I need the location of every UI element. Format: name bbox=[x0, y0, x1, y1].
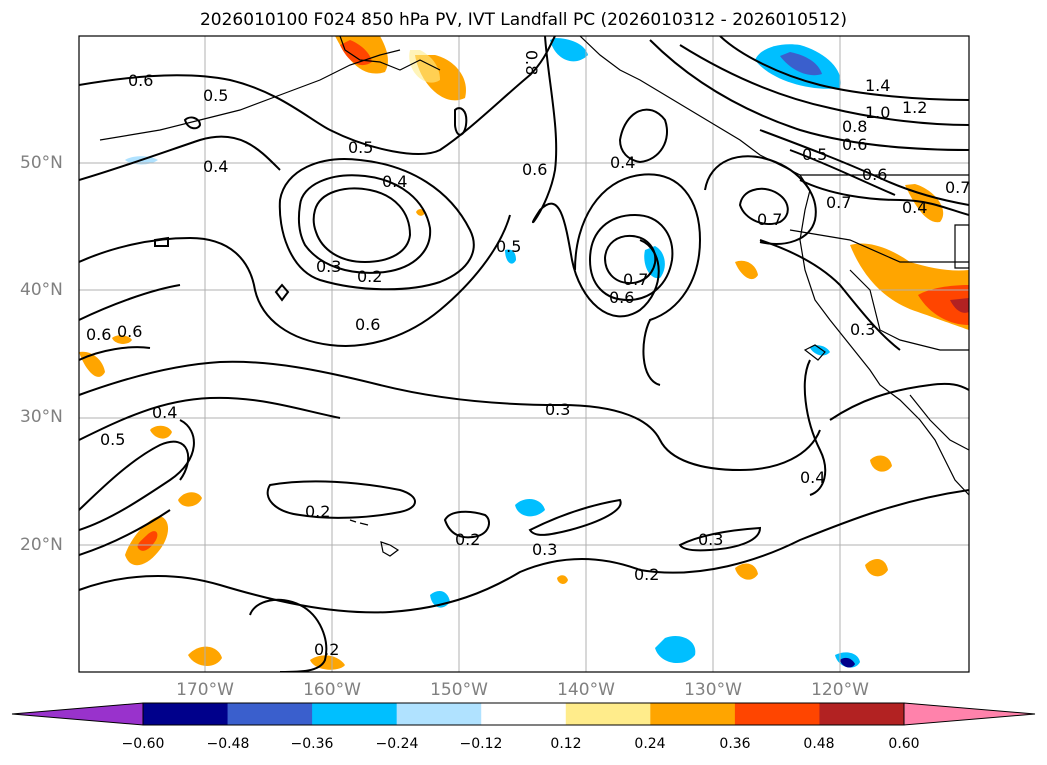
contour-label: 0.3 bbox=[698, 530, 723, 549]
colorbar-segment bbox=[143, 703, 229, 725]
colorbar-segments bbox=[12, 703, 1035, 725]
contour-label: 0.4 bbox=[152, 403, 177, 422]
contour-label: 0.5 bbox=[203, 86, 228, 105]
contour-label: 1.4 bbox=[865, 76, 890, 95]
colorbar-extend-low bbox=[12, 703, 143, 725]
contour-label: 0.5 bbox=[100, 430, 125, 449]
contour-label: 0.7 bbox=[623, 270, 648, 289]
contour-label: 0.6 bbox=[522, 160, 547, 179]
colorbar-tick: −0.24 bbox=[375, 736, 419, 752]
lon-label-170w: 170°W bbox=[176, 680, 234, 700]
contour-label: 0.6 bbox=[355, 315, 380, 334]
pv-contours bbox=[79, 36, 969, 672]
colorbar-segment bbox=[650, 703, 736, 725]
lat-label-50n: 50°N bbox=[20, 153, 63, 173]
contour-label: 0.6 bbox=[128, 71, 153, 90]
colorbar-segment bbox=[734, 703, 820, 725]
contour-labels: 0.6 0.5 0.4 0.8 0.5 0.4 0.6 0.4 1.4 1.2 … bbox=[86, 50, 970, 659]
lon-label-120w: 120°W bbox=[811, 680, 869, 700]
lon-label-150w: 150°W bbox=[430, 680, 488, 700]
colorbar-tick: −0.48 bbox=[206, 736, 250, 752]
coastlines bbox=[99, 36, 969, 557]
lon-label-130w: 130°W bbox=[684, 680, 742, 700]
contour-label: 0.3 bbox=[545, 400, 570, 419]
contour-label: 0.7 bbox=[945, 178, 970, 197]
colorbar-tick: 0.36 bbox=[719, 736, 751, 752]
contour-label: 0.2 bbox=[357, 267, 382, 286]
contour-label: 0.3 bbox=[850, 320, 875, 339]
lat-label-20n: 20°N bbox=[20, 535, 63, 555]
contour-label: 0.2 bbox=[314, 640, 339, 659]
contour-label: 0.2 bbox=[634, 565, 659, 584]
lon-label-160w: 160°W bbox=[303, 680, 361, 700]
contour-label: 0.6 bbox=[842, 135, 867, 154]
colorbar-segment bbox=[227, 703, 313, 725]
colorbar-tick: 0.60 bbox=[888, 736, 920, 752]
colorbar-segment bbox=[481, 703, 567, 725]
lon-label-140w: 140°W bbox=[557, 680, 615, 700]
contour-label: 0.5 bbox=[496, 237, 521, 256]
contour-label: 0.4 bbox=[902, 198, 927, 217]
colorbar-tick: 0.24 bbox=[634, 736, 666, 752]
lat-label-40n: 40°N bbox=[20, 280, 63, 300]
contour-label: 0.8 bbox=[522, 50, 541, 75]
contour-label: 0.2 bbox=[455, 530, 480, 549]
contour-label: 0.4 bbox=[610, 153, 635, 172]
map-title: 2026010100 F024 850 hPa PV, IVT Landfall… bbox=[199, 10, 847, 30]
contour-label: 1.0 bbox=[865, 103, 890, 122]
colorbar-segment bbox=[819, 703, 905, 725]
contour-label: 1.2 bbox=[902, 98, 927, 117]
map-frame bbox=[78, 35, 970, 673]
map-panel: 0.6 0.5 0.4 0.8 0.5 0.4 0.6 0.4 1.4 1.2 … bbox=[78, 35, 970, 673]
colorbar-segment bbox=[396, 703, 482, 725]
contour-label: 0.6 bbox=[86, 325, 111, 344]
contour-label: 0.5 bbox=[802, 145, 827, 164]
colorbar-tick: 0.48 bbox=[803, 736, 835, 752]
contour-label: 0.7 bbox=[826, 193, 851, 212]
colorbar-tick: −0.12 bbox=[459, 736, 503, 752]
contour-label: 0.8 bbox=[842, 117, 867, 136]
contour-label: 0.6 bbox=[609, 288, 634, 307]
contour-label: 0.4 bbox=[203, 157, 228, 176]
colorbar-segment bbox=[565, 703, 651, 725]
contour-label: 0.4 bbox=[382, 172, 407, 191]
contour-label: 0.4 bbox=[800, 468, 825, 487]
contour-label: 0.6 bbox=[117, 322, 142, 341]
contour-label: 0.3 bbox=[532, 540, 557, 559]
lat-label-30n: 30°N bbox=[20, 407, 63, 427]
contour-label: 0.7 bbox=[757, 210, 782, 229]
colorbar-segment bbox=[312, 703, 398, 725]
colorbar-tick: 0.12 bbox=[550, 736, 582, 752]
contour-label: 0.6 bbox=[862, 165, 887, 184]
contour-label: 0.5 bbox=[348, 138, 373, 157]
contour-label: 0.3 bbox=[316, 257, 341, 276]
colorbar-extend-high bbox=[904, 703, 1035, 725]
colorbar-tick: −0.36 bbox=[290, 736, 334, 752]
colorbar-tick: −0.60 bbox=[121, 736, 165, 752]
contour-label: 0.2 bbox=[305, 502, 330, 521]
